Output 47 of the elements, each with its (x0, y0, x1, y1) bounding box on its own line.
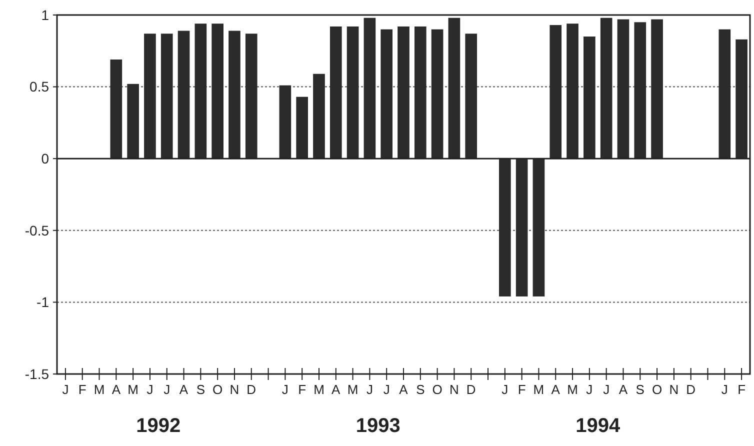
x-tick-label: A (179, 382, 188, 397)
x-tick-label: F (738, 382, 746, 397)
y-tick-label: -1.5 (24, 366, 50, 382)
y-tick-label: 0.5 (30, 78, 50, 95)
x-tick-label: N (450, 382, 459, 397)
x-tick-label: A (618, 382, 628, 397)
x-tick-label: J (146, 382, 154, 397)
x-tick-label: O (432, 382, 442, 397)
y-tick-label: 1 (41, 6, 50, 23)
x-tick-label: F (518, 382, 526, 397)
text: 1992 (136, 415, 181, 437)
x-tick-label: J (586, 382, 593, 397)
x-tick-label: J (721, 382, 728, 397)
x-tick-label: J (164, 382, 170, 397)
x-tick-label: J (383, 382, 390, 397)
x-tick-label: M (94, 382, 105, 397)
y-tick-label: 0 (41, 150, 50, 166)
x-tick-label: M (347, 382, 358, 397)
x-tick-label: D (466, 382, 476, 397)
x-tick-label: J (366, 382, 373, 397)
y-tick-label: -0.5 (24, 222, 50, 238)
x-tick-label: D (246, 382, 256, 397)
text: 1994 (576, 415, 621, 437)
x-tick-label: O (212, 382, 223, 397)
x-tick-label: A (112, 382, 121, 397)
x-tick-label: A (332, 382, 341, 397)
x-tick-label: S (416, 382, 426, 397)
x-tick-label: A (551, 382, 560, 397)
x-tick-label: S (196, 382, 206, 397)
x-tick-label: N (669, 382, 679, 397)
x-tick-label: M (314, 382, 324, 397)
x-tick-label: O (652, 382, 662, 397)
x-tick-label: M (533, 382, 544, 397)
text: 1993 (356, 415, 400, 437)
x-tick-label: J (282, 382, 288, 397)
x-tick-label: J (603, 382, 610, 397)
x-tick-label: A (399, 382, 408, 397)
y-tick-label: -1 (36, 294, 50, 310)
x-tick-label: D (686, 382, 696, 397)
x-tick-label: M (567, 382, 578, 397)
x-tick-label: S (636, 382, 645, 397)
x-tick-label: J (502, 382, 508, 397)
x-tick-label: N (230, 382, 240, 397)
x-tick-label: J (62, 382, 69, 397)
x-tick-label: F (78, 382, 86, 397)
x-tick-label: F (298, 382, 306, 397)
x-tick-label: M (128, 382, 138, 397)
